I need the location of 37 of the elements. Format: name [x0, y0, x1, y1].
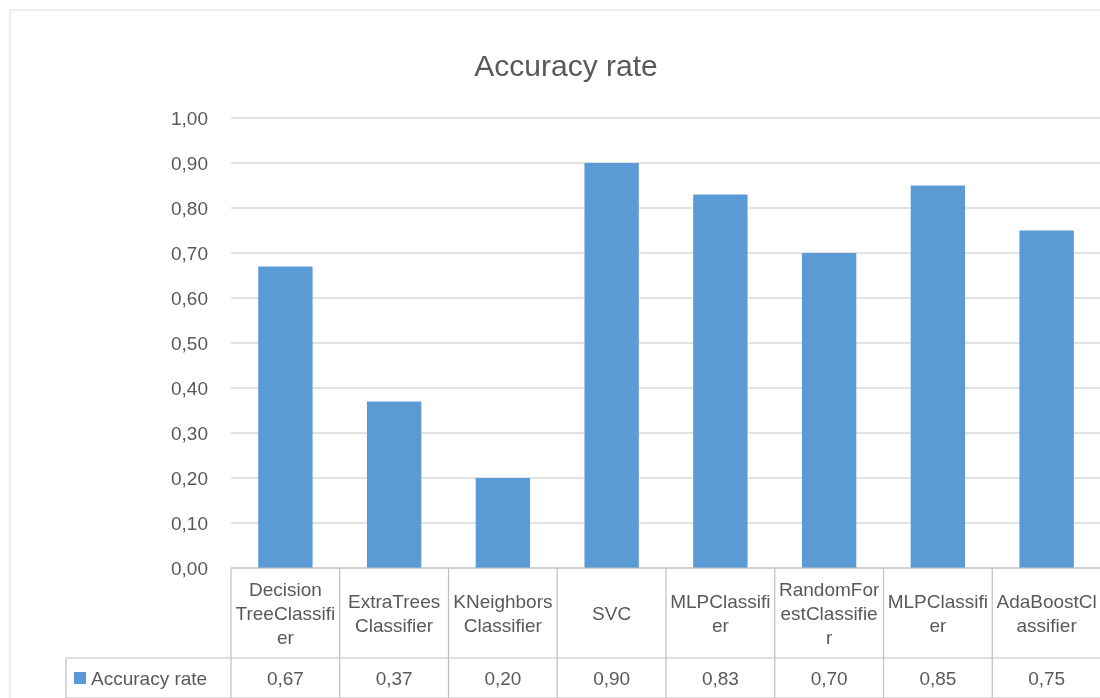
y-tick-label: 0,00 [171, 557, 208, 579]
x-tick-label: MLPClassifier [887, 590, 989, 636]
data-label: 0,85 [919, 667, 957, 689]
x-tick-label: SVC [592, 602, 632, 624]
data-label: 0,75 [1028, 667, 1066, 689]
data-label: 0,20 [484, 667, 522, 689]
data-label: 0,70 [810, 667, 848, 689]
bar [1019, 230, 1074, 568]
data-label: 0,67 [266, 667, 304, 689]
data-label: 0,90 [593, 667, 631, 689]
x-tick-label: RandomForestClassifier [778, 578, 880, 648]
y-tick-label: 0,10 [171, 512, 208, 534]
bar [801, 253, 857, 568]
x-tick-label: AdaBoostClassifier [996, 590, 1097, 636]
x-tick-label: Decision TreeClassifier [235, 578, 336, 648]
data-label: 0,37 [375, 667, 413, 689]
bar [258, 266, 313, 568]
chart-title: Accuracy rate [474, 49, 658, 82]
bar [584, 163, 639, 568]
x-tick-label: ExtraTreesClassifier [348, 590, 441, 636]
y-tick-label: 0,50 [171, 332, 208, 354]
y-tick-label: 1,00 [171, 107, 208, 129]
y-tick-label: 0,40 [171, 377, 208, 399]
y-tick-label: 0,20 [171, 467, 208, 489]
y-tick-label: 0,30 [171, 422, 208, 444]
data-label: 0,83 [701, 667, 739, 689]
legend-label: Accuracy rate [91, 667, 208, 689]
x-tick-label: MLPClassifier [670, 590, 771, 636]
y-tick-label: 0,60 [171, 287, 208, 309]
y-tick-label: 0,90 [171, 152, 208, 174]
y-tick-label: 0,80 [171, 197, 208, 219]
bar [910, 185, 966, 568]
bar [693, 194, 748, 568]
bar [475, 478, 531, 568]
bar [366, 401, 422, 568]
x-tick-label: KNeighborsClassifier [453, 590, 553, 636]
y-tick-label: 0,70 [171, 242, 208, 264]
